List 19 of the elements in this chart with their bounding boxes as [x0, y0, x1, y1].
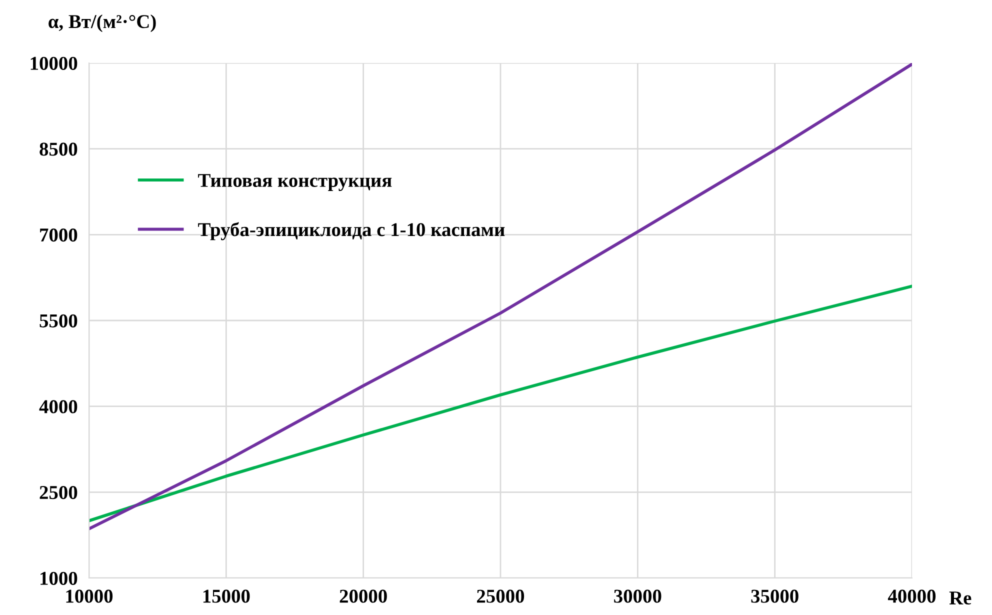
legend-label: Типовая конструкция — [198, 174, 392, 192]
line-series — [89, 284, 912, 522]
y-tick-label: 1000 — [40, 572, 78, 585]
x-tick-label: 35000 — [751, 590, 798, 603]
y-tick-label: 2500 — [40, 486, 78, 500]
y-tick-label: 8500 — [40, 142, 78, 156]
legend-label: Труба-эпициклоида с 1-10 каспами — [198, 222, 505, 240]
y-tick-label: 10000 — [30, 56, 78, 70]
x-tick-label: 25000 — [477, 590, 524, 603]
x-tick-label: 40000 — [888, 590, 936, 603]
y-axis-title: α, Вт/(м²·°C) — [48, 14, 156, 32]
x-tick-label: 20000 — [340, 590, 387, 603]
x-tick-label: 15000 — [203, 590, 250, 603]
x-tick-label: 30000 — [614, 590, 662, 603]
y-tick-label: 4000 — [39, 400, 78, 414]
x-axis-title: Re — [949, 592, 972, 605]
y-tick-label: 5500 — [40, 314, 78, 328]
y-tick-label: 7000 — [40, 228, 78, 242]
x-tick-label: 10000 — [66, 590, 113, 603]
